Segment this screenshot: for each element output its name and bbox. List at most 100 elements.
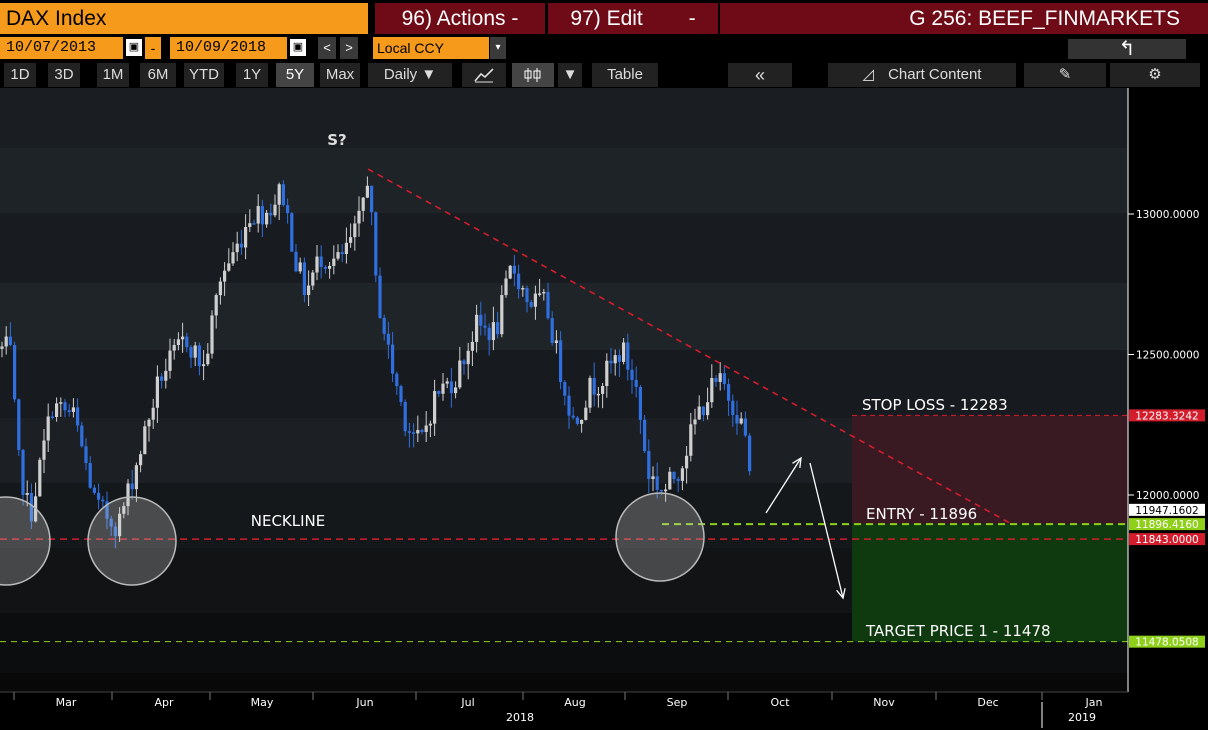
candle-body <box>21 449 25 495</box>
candle-body <box>470 341 474 351</box>
price-tag <box>1129 409 1205 422</box>
candle-body <box>491 322 495 341</box>
x-tick-label: Jan <box>1085 696 1103 709</box>
prev-period-button[interactable]: < <box>318 37 336 59</box>
price-chart[interactable]: 13000.0000 12500.0000 12000.0000 Mar Apr May J… <box>0 88 1208 730</box>
candle-body <box>50 416 54 418</box>
background-band <box>0 148 1128 213</box>
candle-body <box>97 492 101 500</box>
candle-body <box>92 487 96 493</box>
start-date-input[interactable]: 10/07/2013 <box>0 37 123 59</box>
candle-body <box>718 373 722 382</box>
down-arrow-head <box>836 588 846 600</box>
candle-body <box>332 258 336 266</box>
candlestick-icon[interactable] <box>512 63 554 87</box>
table-button[interactable]: Table <box>592 63 658 87</box>
chart-labels: S? NECKLINE STOP LOSS - 12283 ENTRY - 11896… <box>251 131 1051 640</box>
stop-loss-label: STOP LOSS - 12283 <box>862 396 1008 414</box>
candle-body <box>307 285 311 296</box>
candle-body <box>109 518 113 527</box>
candle-body <box>714 378 718 382</box>
period-1d[interactable]: 1D <box>4 63 36 87</box>
candle-body <box>407 431 411 433</box>
candlesticks <box>0 176 752 549</box>
undo-icon[interactable]: ↰ <box>1068 39 1186 59</box>
calendar-icon[interactable]: ▣ <box>126 39 142 56</box>
frequency-select[interactable]: Daily ▼ <box>368 63 452 87</box>
price-tag <box>1129 503 1205 516</box>
candle-body <box>542 291 546 294</box>
candle-body <box>349 237 353 243</box>
candle-body <box>105 501 109 519</box>
period-max[interactable]: Max <box>320 63 360 87</box>
candle-body <box>160 376 164 381</box>
candle-body <box>521 288 525 290</box>
candle-body <box>88 463 92 488</box>
candle-body <box>554 340 558 343</box>
candle-body <box>525 288 529 303</box>
annotate-icon[interactable]: ✎ <box>1024 63 1106 87</box>
date-separator: - <box>145 37 161 59</box>
candle-body <box>458 360 462 388</box>
period-6m[interactable]: 6M <box>140 63 176 87</box>
currency-caret-icon[interactable]: ▾ <box>490 37 506 59</box>
candle-body <box>580 419 584 424</box>
candle-body <box>223 270 227 282</box>
x-tick-label: May <box>251 696 274 709</box>
candle-body <box>302 262 306 296</box>
candle-body <box>118 513 122 537</box>
actions-menu[interactable]: 96) Actions - <box>375 3 545 34</box>
security-title[interactable]: DAX Index <box>0 3 368 34</box>
candle-body <box>370 185 374 213</box>
line-chart-icon[interactable] <box>462 63 506 87</box>
gear-icon[interactable]: ⚙ <box>1110 63 1200 87</box>
target-zone <box>852 524 1128 642</box>
end-date-input[interactable]: 10/09/2018 <box>170 37 287 59</box>
candle-body <box>374 212 378 276</box>
period-ytd[interactable]: YTD <box>184 63 224 87</box>
candle-body <box>55 403 59 418</box>
shoulder-circle <box>0 496 51 586</box>
candle-body <box>172 344 176 351</box>
period-1y[interactable]: 1Y <box>236 63 268 87</box>
candle-body <box>13 345 17 400</box>
candle-body <box>722 373 726 385</box>
candle-body <box>386 333 390 345</box>
candle-body <box>529 302 533 307</box>
collapse-button[interactable]: « <box>728 63 792 87</box>
candle-body <box>134 465 138 490</box>
candle-body <box>546 291 550 319</box>
currency-select[interactable]: Local CCY <box>373 37 489 59</box>
edit-menu[interactable]: 97) Edit - <box>548 3 718 34</box>
candle-body <box>294 251 298 272</box>
candle-body <box>265 212 269 225</box>
candle-body <box>80 425 84 447</box>
candle-body <box>315 256 319 273</box>
candle-body <box>651 476 655 480</box>
calendar-icon[interactable]: ▣ <box>290 39 306 56</box>
chart-type-caret[interactable]: ▼ <box>558 63 582 87</box>
candle-body <box>42 440 46 460</box>
candle-body <box>655 476 659 490</box>
candle-body <box>605 360 609 387</box>
candle-body <box>260 206 264 225</box>
y-tick-label: 12000.0000 <box>1136 490 1199 502</box>
candle-body <box>731 400 735 416</box>
stop-loss-zone <box>852 415 1128 525</box>
period-1m[interactable]: 1M <box>97 63 129 87</box>
candle-body <box>130 483 134 490</box>
candle-body <box>395 373 399 387</box>
candle-body <box>643 419 647 452</box>
candle-body <box>538 293 542 295</box>
candle-body <box>344 242 348 255</box>
chart-content-button[interactable]: ◿ Chart Content <box>828 63 1016 87</box>
candle-body <box>67 410 71 412</box>
next-period-button[interactable]: > <box>340 37 358 59</box>
candle-body <box>517 273 521 290</box>
candle-body <box>59 402 63 404</box>
candle-body <box>227 263 231 271</box>
period-3d[interactable]: 3D <box>48 63 80 87</box>
up-arrow-head <box>792 456 802 469</box>
candle-body <box>269 212 273 216</box>
period-5y[interactable]: 5Y <box>276 63 314 87</box>
